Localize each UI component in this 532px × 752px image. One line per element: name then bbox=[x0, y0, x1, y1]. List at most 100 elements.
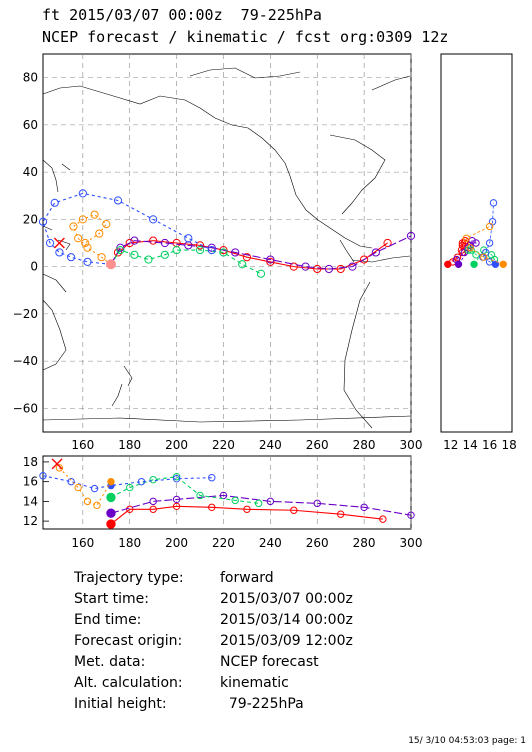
info-key: Start time: bbox=[74, 591, 149, 607]
lon-tick-label: 200 bbox=[165, 438, 188, 452]
trajectory-point bbox=[74, 234, 83, 243]
info-value: kinematic bbox=[220, 675, 289, 691]
trajectory-point bbox=[102, 220, 111, 229]
lat-tick-label: 80 bbox=[23, 71, 38, 85]
lat-tick-label: −60 bbox=[13, 401, 38, 415]
coastlines bbox=[42, 67, 412, 429]
height-point bbox=[172, 495, 181, 504]
height-point bbox=[172, 502, 181, 511]
side-point bbox=[460, 248, 469, 257]
height-line bbox=[110, 476, 259, 504]
lon-tick-label: 240 bbox=[259, 438, 282, 452]
height-point bbox=[74, 483, 82, 492]
trajectory-point bbox=[195, 241, 205, 250]
height-point bbox=[219, 491, 228, 500]
info-row: Trajectory type: forward bbox=[74, 568, 353, 589]
info-value: NCEP forecast bbox=[220, 654, 319, 670]
info-row: Forecast origin: 2015/03/09 12:00z bbox=[74, 631, 353, 652]
trajectory-point bbox=[160, 238, 169, 248]
lon-tick-label: 180 bbox=[118, 438, 141, 452]
height-line bbox=[110, 494, 412, 516]
trajectory-point bbox=[219, 245, 228, 255]
side-tick-label: 16 bbox=[482, 438, 497, 452]
height-point bbox=[39, 472, 47, 480]
height-point bbox=[254, 499, 263, 508]
trajectory-line bbox=[72, 214, 112, 265]
height-point bbox=[360, 503, 368, 511]
info-key: Forecast origin: bbox=[74, 633, 183, 649]
lat-tick-label: 0 bbox=[30, 260, 38, 274]
height-frame bbox=[42, 455, 412, 530]
plot-title-line1: ft 2015/03/07 00:00z 79-225hPa bbox=[42, 6, 322, 24]
trajectory-point bbox=[38, 217, 48, 226]
height-point bbox=[172, 473, 181, 481]
info-value: 2015/03/07 00:00z bbox=[220, 591, 353, 607]
height-line bbox=[110, 505, 383, 525]
info-value: 2015/03/09 12:00z bbox=[220, 633, 353, 649]
info-value: forward bbox=[220, 570, 274, 586]
height-point bbox=[266, 497, 275, 506]
height-x-label: 160 bbox=[71, 536, 94, 550]
trajectory-point bbox=[78, 215, 87, 224]
info-row: Start time: 2015/03/07 00:00z bbox=[74, 589, 353, 610]
trajectory-point bbox=[160, 250, 169, 259]
trajectory-point bbox=[238, 260, 247, 269]
side-tick-label: 18 bbox=[501, 438, 516, 452]
side-track bbox=[465, 226, 504, 265]
height-point bbox=[83, 497, 92, 506]
height-x-label: 200 bbox=[165, 536, 188, 550]
side-point bbox=[499, 260, 507, 268]
info-key: Trajectory type: bbox=[74, 570, 184, 586]
trajectory-point bbox=[67, 253, 76, 262]
info-row: End time: 2015/03/14 00:00z bbox=[74, 610, 353, 631]
trajectory-point bbox=[172, 245, 181, 255]
trajectory-point bbox=[242, 253, 252, 262]
footer-timestamp: 15/ 3/10 04:53:03 page: 1 bbox=[408, 736, 526, 746]
lat-tick-label: 60 bbox=[23, 118, 38, 132]
height-x-label: 240 bbox=[259, 536, 282, 550]
info-key: Initial height: bbox=[74, 696, 167, 712]
height-point bbox=[107, 477, 115, 486]
side-markers bbox=[444, 199, 507, 268]
height-tick-label: 14 bbox=[23, 494, 38, 508]
trajectory-point bbox=[324, 264, 334, 274]
height-point bbox=[196, 491, 204, 500]
info-key: End time: bbox=[74, 612, 142, 628]
lat-tick-label: 20 bbox=[23, 212, 38, 226]
height-x-label: 220 bbox=[212, 536, 235, 550]
trajectory-line bbox=[110, 249, 262, 275]
lat-tick-label: −20 bbox=[13, 307, 38, 321]
source-marker bbox=[105, 259, 116, 270]
map-panel: 160 180 200 220 240 260 280 300 806040200−20−40… bbox=[13, 53, 422, 452]
height-tick-label: 12 bbox=[23, 514, 38, 528]
side-point bbox=[452, 255, 461, 264]
trajectory-point bbox=[78, 189, 87, 198]
lat-tick-label: −40 bbox=[13, 354, 38, 368]
trajectory-info: Trajectory type: forward Start time: 2015/… bbox=[74, 568, 353, 715]
trajectory-point bbox=[336, 264, 345, 274]
side-point bbox=[464, 246, 472, 254]
height-x-label: 300 bbox=[400, 536, 423, 550]
height-point bbox=[55, 464, 64, 472]
trajectory-point bbox=[116, 245, 125, 255]
trajectory-point bbox=[266, 257, 275, 266]
height-point bbox=[126, 483, 134, 492]
trajectory-point bbox=[406, 231, 416, 241]
height-point bbox=[407, 511, 415, 519]
trajectory-point bbox=[383, 238, 392, 248]
trajectory-point bbox=[113, 196, 123, 205]
height-x-label: 280 bbox=[353, 536, 376, 550]
trajectory-point bbox=[130, 236, 139, 245]
trajectory-point bbox=[184, 234, 193, 243]
side-tick-label: 14 bbox=[463, 438, 478, 452]
side-tick-label: 12 bbox=[443, 438, 458, 452]
side-point bbox=[480, 253, 488, 261]
trajectory-point bbox=[130, 250, 139, 259]
trajectory-point bbox=[45, 238, 55, 248]
trajectory-point bbox=[231, 248, 240, 257]
trajectory-point bbox=[313, 264, 322, 274]
side-track bbox=[482, 202, 496, 265]
height-point bbox=[67, 477, 75, 486]
trajectory-point bbox=[83, 243, 92, 252]
lon-tick-label: 260 bbox=[306, 438, 329, 452]
